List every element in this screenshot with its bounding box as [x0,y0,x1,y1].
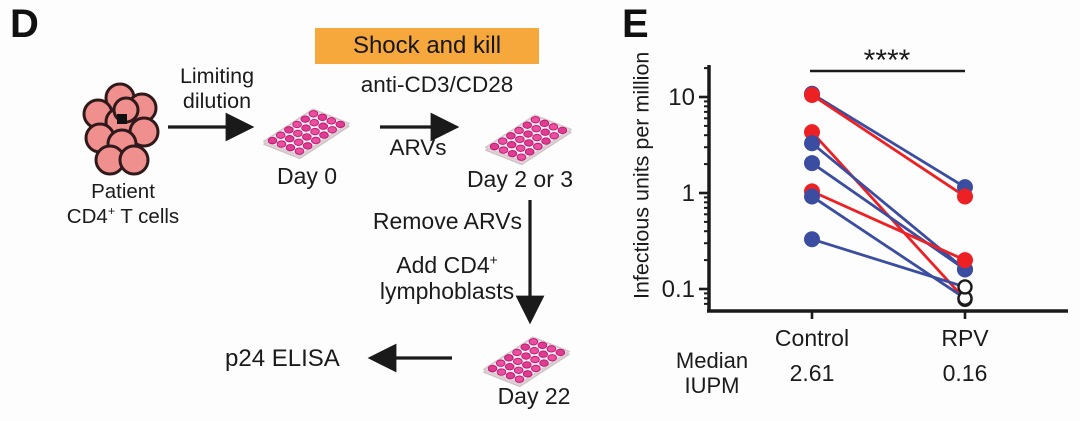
cell-cluster-icon [82,82,160,176]
caption-patient: Patient [91,180,155,203]
svg-text:1: 1 [682,180,695,207]
median-iupm-label: Median IUPM [675,348,749,399]
paired-dot-plot: 10 1 0.1 Control RPV **** [662,44,1068,351]
svg-text:Control: Control [775,325,849,351]
panel-d-label: D [10,2,39,46]
remove-arvs-label: Remove ARVs [372,208,522,234]
median-control-value: 2.61 [789,360,835,386]
cell-cluster-caption: Patient CD4+ T cells [30,180,216,228]
well-plate-day0-icon [263,108,350,160]
lymphoblasts-line: lymphoblasts [379,278,515,305]
day22-label: Day 22 [497,383,571,409]
day2or3-label: Day 2 or 3 [466,166,574,192]
shock-and-kill-banner: Shock and kill [315,28,539,64]
svg-text:0.1: 0.1 [662,276,695,303]
panel-e-label: E [622,2,649,46]
well-plate-day22-icon [483,336,570,388]
day0-label: Day 0 [276,163,338,189]
svg-text:10: 10 [668,84,695,111]
anti-cd3-cd28-label: anti-CD3/CD28 [360,72,514,97]
caption-cd4-t-cells: CD4+ T cells [66,203,180,228]
svg-text:RPV: RPV [941,325,989,351]
latent-cell-marker [117,114,127,124]
p24-elisa-label: p24 ELISA [225,345,340,372]
svg-text:****: **** [864,44,911,77]
add-cd4-lymphoblasts-label: Add CD4+ lymphoblasts [357,252,537,305]
median-rpv-value: 0.16 [942,360,988,386]
add-cd4-line: Add CD4+ [396,252,498,278]
limiting-dilution-label: Limiting dilution [179,64,255,113]
well-plate-day2or3-icon [485,114,572,166]
